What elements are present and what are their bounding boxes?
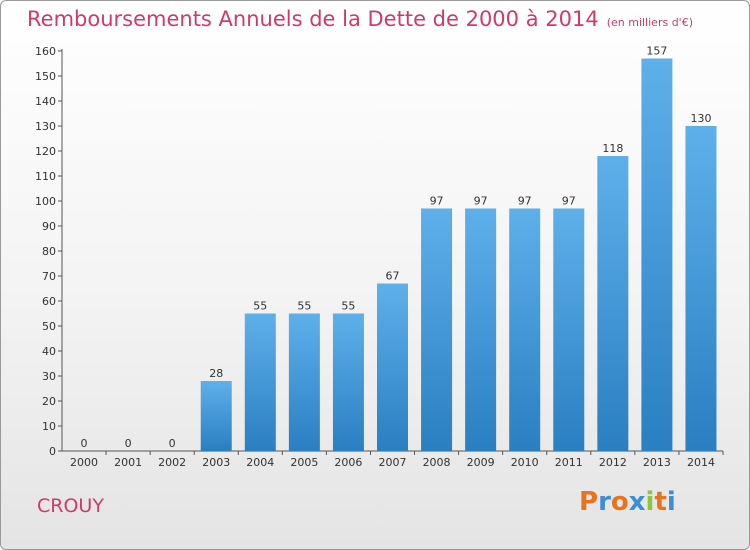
logo-letter: r xyxy=(598,487,611,517)
y-tick-label: 0 xyxy=(49,445,56,458)
x-tick-label: 2014 xyxy=(687,456,715,469)
unit-label: (en milliers d'€) xyxy=(606,16,693,29)
x-tick-label: 2007 xyxy=(379,456,407,469)
bar-value-label: 118 xyxy=(602,142,623,155)
y-tick-label: 10 xyxy=(42,420,56,433)
logo-letter: o xyxy=(610,487,629,517)
logo-letter: t xyxy=(654,487,667,517)
logo-letter: i xyxy=(666,487,676,517)
bar-value-label: 28 xyxy=(209,367,223,380)
y-tick-label: 80 xyxy=(42,245,56,258)
bar-value-label: 97 xyxy=(430,195,444,208)
y-tick-label: 110 xyxy=(35,170,56,183)
logo-letter: i xyxy=(645,487,655,517)
x-tick-label: 2010 xyxy=(511,456,539,469)
y-tick-label: 120 xyxy=(35,145,56,158)
bar-value-label: 0 xyxy=(81,437,88,450)
x-tick-label: 2011 xyxy=(555,456,583,469)
bars: 0 0 0 28 55 55 55 67 97 97 97 97 118 157 130 xyxy=(81,45,717,451)
bar xyxy=(244,313,276,451)
x-tick-label: 2012 xyxy=(599,456,627,469)
bar xyxy=(685,126,717,451)
y-tick-label: 30 xyxy=(42,370,56,383)
bar xyxy=(288,313,320,451)
bar xyxy=(553,208,585,451)
x-tick-label: 2001 xyxy=(114,456,142,469)
bar-value-label: 97 xyxy=(518,195,532,208)
y-tick-label: 130 xyxy=(35,120,56,133)
bar xyxy=(421,208,453,451)
x-tick-label: 2008 xyxy=(423,456,451,469)
y-tick-label: 150 xyxy=(35,70,56,83)
bar-value-label: 67 xyxy=(386,270,400,283)
x-tick-label: 2003 xyxy=(202,456,230,469)
x-tick-label: 2009 xyxy=(467,456,495,469)
x-tick-label: 2000 xyxy=(70,456,98,469)
bar-value-label: 97 xyxy=(562,195,576,208)
bar-value-label: 0 xyxy=(125,437,132,450)
commune-name: CROUY xyxy=(37,495,104,517)
bar xyxy=(509,208,541,451)
x-tick-label: 2005 xyxy=(290,456,318,469)
proxiti-logo: Proxiti xyxy=(579,487,676,517)
y-tick-label: 100 xyxy=(35,195,56,208)
title-text: Remboursements Annuels de la Dette de 20… xyxy=(27,7,599,31)
bar xyxy=(377,283,408,451)
logo-letter: P xyxy=(579,487,599,517)
bar-value-label: 55 xyxy=(297,300,311,313)
bar-value-label: 97 xyxy=(474,195,488,208)
x-tick-label: 2013 xyxy=(643,456,671,469)
bar xyxy=(465,208,497,451)
y-tick-label: 50 xyxy=(42,320,56,333)
y-tick-label: 40 xyxy=(42,345,56,358)
x-tick-label: 2004 xyxy=(246,456,274,469)
bar xyxy=(332,313,364,451)
y-tick-label: 60 xyxy=(42,295,56,308)
axes: 0 10 20 30 40 50 60 70 80 90 100 110 120 130 140 150 160… xyxy=(35,45,724,469)
bar xyxy=(641,58,673,451)
chart-title: Remboursements Annuels de la Dette de 20… xyxy=(27,7,693,31)
bar-value-label: 55 xyxy=(253,300,267,313)
bar-value-label: 157 xyxy=(646,45,667,58)
bar-value-label: 130 xyxy=(690,112,711,125)
logo-letter: x xyxy=(628,487,646,517)
bar xyxy=(200,381,232,451)
y-tick-label: 90 xyxy=(42,220,56,233)
bar xyxy=(597,156,629,451)
x-tick-label: 2002 xyxy=(158,456,186,469)
bar-value-label: 55 xyxy=(341,300,355,313)
y-tick-label: 140 xyxy=(35,95,56,108)
y-tick-label: 20 xyxy=(42,395,56,408)
y-tick-label: 160 xyxy=(35,45,56,58)
y-tick-label: 70 xyxy=(42,270,56,283)
bar-value-label: 0 xyxy=(169,437,176,450)
x-tick-label: 2006 xyxy=(334,456,362,469)
